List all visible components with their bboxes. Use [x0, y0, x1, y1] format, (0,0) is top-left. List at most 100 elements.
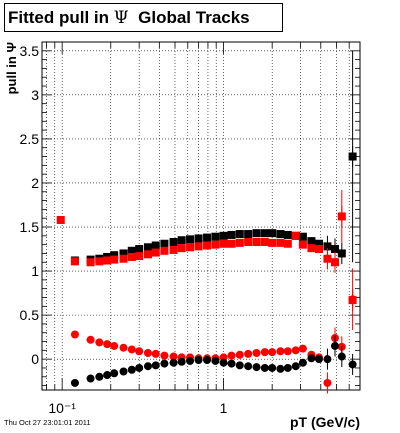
data-point-black-circle: [70, 378, 79, 387]
data-point-red-circle: [276, 347, 285, 356]
data-point-red-circle: [110, 341, 119, 350]
data-point-red-square: [86, 258, 95, 267]
data-point-black-circle: [135, 363, 144, 372]
data-point-black-circle: [260, 363, 269, 372]
data-point-black-circle: [323, 355, 332, 364]
data-point-red-circle: [127, 345, 136, 354]
data-point-black-square: [337, 249, 346, 258]
data-point-black-circle: [348, 360, 357, 369]
data-point-red-square: [244, 237, 253, 246]
data-point-red-circle: [160, 351, 169, 360]
data-point-red-circle: [283, 347, 292, 356]
data-point-black-circle: [203, 356, 212, 365]
data-point-red-circle: [268, 348, 277, 357]
data-point-red-square: [203, 241, 212, 250]
data-point-black-square: [219, 231, 228, 240]
data-point-red-circle: [119, 343, 128, 352]
plot-frame: [41, 41, 361, 391]
data-point-red-circle: [291, 346, 300, 355]
data-point-black-circle: [298, 358, 307, 367]
data-point-black-circle: [268, 363, 277, 372]
data-point-black-square: [283, 230, 292, 239]
x-axis-label: pT (GeV/c): [290, 414, 360, 430]
data-point-red-circle: [323, 378, 332, 387]
data-point-black-circle: [291, 362, 300, 371]
data-point-black-circle: [169, 358, 178, 367]
data-point-black-square: [252, 229, 261, 238]
data-point-red-square: [276, 238, 285, 247]
data-point-red-square: [283, 239, 292, 248]
timestamp: Thu Oct 27 23:01:01 2011: [4, 418, 91, 427]
data-point-red-circle: [86, 335, 95, 344]
data-point-black-square: [227, 230, 236, 239]
data-point-black-circle: [103, 371, 112, 380]
data-point-red-square: [330, 258, 339, 267]
data-point-black-circle: [95, 372, 104, 381]
y-tick-label: 0: [31, 351, 39, 367]
data-point-black-circle: [143, 362, 152, 371]
data-point-red-circle: [95, 338, 104, 347]
title-symbol: Ψ: [113, 8, 129, 28]
data-point-red-circle: [260, 348, 269, 357]
data-point-red-circle: [235, 350, 244, 359]
data-point-red-square: [56, 215, 65, 224]
data-point-black-square: [110, 251, 119, 260]
data-point-black-circle: [160, 359, 169, 368]
data-point-red-square: [194, 242, 203, 251]
data-point-red-square: [252, 237, 261, 246]
data-point-red-square: [95, 257, 104, 266]
plot-area: [42, 42, 360, 390]
data-point-black-square: [330, 245, 339, 254]
y-tick-label: 1.5: [20, 219, 40, 235]
data-point-red-square: [307, 244, 316, 253]
data-point-black-circle: [276, 364, 285, 373]
data-point-black-square: [194, 234, 203, 243]
data-point-black-circle: [219, 358, 228, 367]
data-point-black-square: [244, 230, 253, 239]
data-point-red-circle: [143, 348, 152, 357]
data-point-black-circle: [127, 365, 136, 374]
data-point-red-circle: [70, 330, 79, 339]
x-tick-label: 1: [220, 400, 228, 416]
data-point-red-circle: [298, 344, 307, 353]
data-point-black-square: [211, 232, 220, 241]
data-point-black-circle: [337, 352, 346, 361]
data-point-black-square: [151, 241, 160, 250]
y-tick-label: 2: [31, 175, 39, 191]
data-point-black-square: [268, 229, 277, 238]
data-point-red-circle: [103, 340, 112, 349]
chart-title: Fitted pull in Ψ Global Tracks: [4, 3, 283, 32]
data-point-red-square: [169, 245, 178, 254]
y-tick-label: 0.5: [20, 307, 40, 323]
data-point-black-square: [276, 230, 285, 239]
data-point-red-square: [323, 254, 332, 263]
data-point-black-circle: [283, 363, 292, 372]
data-point-black-circle: [211, 356, 220, 365]
data-point-red-square: [143, 250, 152, 259]
data-point-red-square: [110, 255, 119, 264]
data-point-red-square: [227, 239, 236, 248]
data-point-black-square: [307, 237, 316, 246]
data-point-black-circle: [186, 356, 195, 365]
y-tick-label: 2.5: [20, 131, 40, 147]
data-point-black-circle: [244, 362, 253, 371]
data-point-red-circle: [135, 347, 144, 356]
data-point-red-square: [151, 248, 160, 257]
data-point-red-square: [103, 256, 112, 265]
data-point-black-square: [135, 245, 144, 254]
data-point-black-circle: [252, 363, 261, 372]
data-point-black-square: [314, 239, 323, 248]
y-tick-label: 3: [31, 87, 39, 103]
data-point-black-square: [169, 237, 178, 246]
data-point-red-square: [177, 244, 186, 253]
data-point-red-square: [119, 254, 128, 263]
data-point-red-square: [160, 246, 169, 255]
data-point-black-square: [177, 236, 186, 245]
data-point-red-square: [135, 252, 144, 261]
data-point-red-square: [235, 238, 244, 247]
data-point-red-square: [211, 240, 220, 249]
data-point-red-circle: [227, 351, 236, 360]
data-point-black-circle: [307, 354, 316, 363]
data-point-black-circle: [314, 355, 323, 364]
